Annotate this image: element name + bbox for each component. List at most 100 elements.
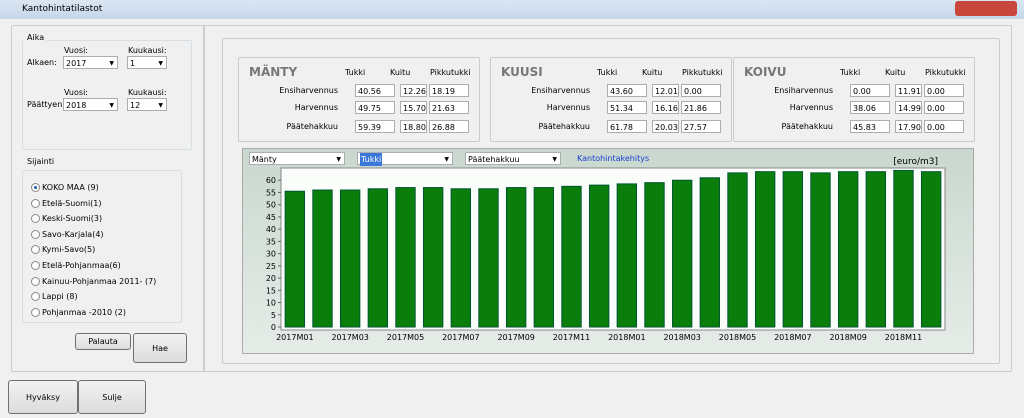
bar [671, 179, 693, 328]
price-field[interactable]: 0.00 [924, 101, 964, 114]
price-field[interactable]: 21.63 [429, 101, 469, 114]
price-field[interactable]: 15.70 [400, 101, 427, 114]
price-field[interactable]: 51.34 [607, 101, 647, 114]
unit-label: [euro/m3] [893, 157, 938, 167]
radio-button[interactable] [31, 214, 40, 224]
hyvaksy-button[interactable]: Hyväksy [8, 380, 78, 414]
bar [395, 187, 416, 328]
bar [616, 183, 638, 328]
bar [422, 187, 444, 328]
year-dropdown[interactable]: 2018 ▼ [63, 98, 118, 111]
radio-button[interactable] [31, 229, 40, 239]
aika-title: Aika [25, 33, 47, 42]
x-tick-label: 2017M03 [331, 333, 368, 342]
x-tick-label: 2017M01 [276, 333, 313, 342]
radio-button[interactable] [31, 245, 40, 255]
price-field[interactable]: 11.91 [895, 84, 922, 97]
chart-selector[interactable]: Tukki ▼ [357, 152, 453, 166]
price-field[interactable]: 21.86 [681, 101, 721, 114]
month-label: Kuukausi: [128, 46, 167, 55]
price-field[interactable]: 43.60 [607, 84, 647, 97]
selector-text: Mänty [252, 155, 277, 164]
x-tick-label: 2017M11 [553, 333, 590, 342]
x-tick-label: 2018M11 [885, 333, 922, 342]
x-tick-label: 2018M09 [829, 333, 866, 342]
chart-selector[interactable]: Mänty ▼ [249, 152, 345, 165]
x-tick-label: 2017M05 [387, 333, 424, 342]
x-tick-label: 2018M05 [719, 333, 756, 342]
radio-label: Kymi-Savo(5) [42, 245, 96, 255]
month-dropdown[interactable]: 12 ▼ [127, 98, 167, 111]
price-field[interactable]: 26.88 [429, 120, 469, 133]
window-controls[interactable] [955, 1, 1017, 16]
price-field[interactable]: 18.19 [429, 84, 469, 97]
main-panel [203, 25, 1012, 372]
bar [810, 172, 831, 328]
price-field[interactable]: 17.90 [895, 120, 922, 133]
radio-button[interactable] [31, 198, 40, 208]
bar [339, 189, 361, 328]
y-tick-label: 10 [266, 299, 276, 308]
radio-button[interactable] [31, 261, 40, 270]
radio-dot [34, 186, 37, 189]
price-field[interactable]: 14.99 [895, 101, 922, 114]
price-field[interactable]: 20.03 [652, 120, 679, 133]
palauta-button[interactable]: Palauta [75, 333, 131, 350]
bar [588, 184, 610, 328]
dropdown-arrow: ▼ [158, 102, 163, 109]
bar [533, 187, 555, 328]
row-label: Alkaen: [27, 58, 57, 67]
aika-group [22, 40, 192, 150]
row-label: Päättyen: [27, 100, 65, 109]
bar [450, 188, 472, 328]
dropdown-arrow: ▼ [109, 60, 114, 67]
x-tick-label: 2018M07 [774, 333, 811, 342]
content-panel [222, 38, 1000, 364]
bar [754, 171, 776, 328]
row-label: Ensiharvennus [774, 86, 833, 95]
month-dropdown[interactable]: 1 ▼ [127, 56, 167, 69]
y-tick-label: 45 [266, 213, 276, 222]
price-field[interactable]: 0.00 [924, 84, 964, 97]
chart-link[interactable]: Kantohintakehitys [577, 154, 650, 163]
row-label: Harvennus [546, 103, 590, 112]
row-label: Päätehakkuu [781, 122, 833, 131]
year-label: Vuosi: [64, 88, 88, 97]
price-field[interactable]: 0.00 [924, 120, 964, 133]
x-tick-label: 2017M07 [442, 333, 479, 342]
radio-button[interactable] [31, 307, 40, 317]
price-field[interactable]: 0.00 [850, 84, 890, 97]
row-label: Päätehakkuu [538, 122, 590, 131]
column-header: Tukki [840, 68, 861, 77]
bar [699, 177, 721, 328]
price-field[interactable]: 12.26 [400, 84, 427, 97]
column-header: Pikkutukki [430, 68, 471, 77]
price-field[interactable]: 59.39 [355, 120, 395, 133]
column-header: Tukki [345, 68, 366, 77]
bar [561, 185, 582, 328]
price-field[interactable]: 40.56 [355, 84, 395, 97]
price-field[interactable]: 45.83 [850, 120, 890, 133]
price-field[interactable]: 16.16 [652, 101, 679, 114]
radio-button[interactable] [31, 292, 40, 302]
chart-selector[interactable]: Päätehakkuu ▼ [465, 152, 561, 165]
radio-button[interactable] [31, 276, 40, 286]
row-label: Harvennus [789, 103, 833, 112]
price-field[interactable]: 61.78 [607, 120, 647, 133]
radio-label: KOKO MAA (9) [42, 183, 99, 192]
hae-button[interactable]: Hae [133, 333, 187, 363]
price-field[interactable]: 12.01 [652, 84, 679, 97]
bar [782, 171, 804, 328]
price-field[interactable]: 27.57 [681, 120, 721, 133]
price-field[interactable]: 0.00 [681, 84, 721, 97]
bar [505, 187, 527, 328]
y-tick-label: 20 [266, 274, 276, 283]
year-dropdown[interactable]: 2017 ▼ [63, 56, 118, 69]
radio-button[interactable] [31, 183, 40, 192]
sulje-button[interactable]: Sulje [78, 380, 146, 414]
y-tick-label: 55 [266, 188, 276, 197]
price-field[interactable]: 49.75 [355, 101, 395, 114]
column-header: Kuitu [390, 68, 411, 77]
price-field[interactable]: 18.80 [400, 120, 427, 133]
price-field[interactable]: 38.06 [850, 101, 890, 114]
